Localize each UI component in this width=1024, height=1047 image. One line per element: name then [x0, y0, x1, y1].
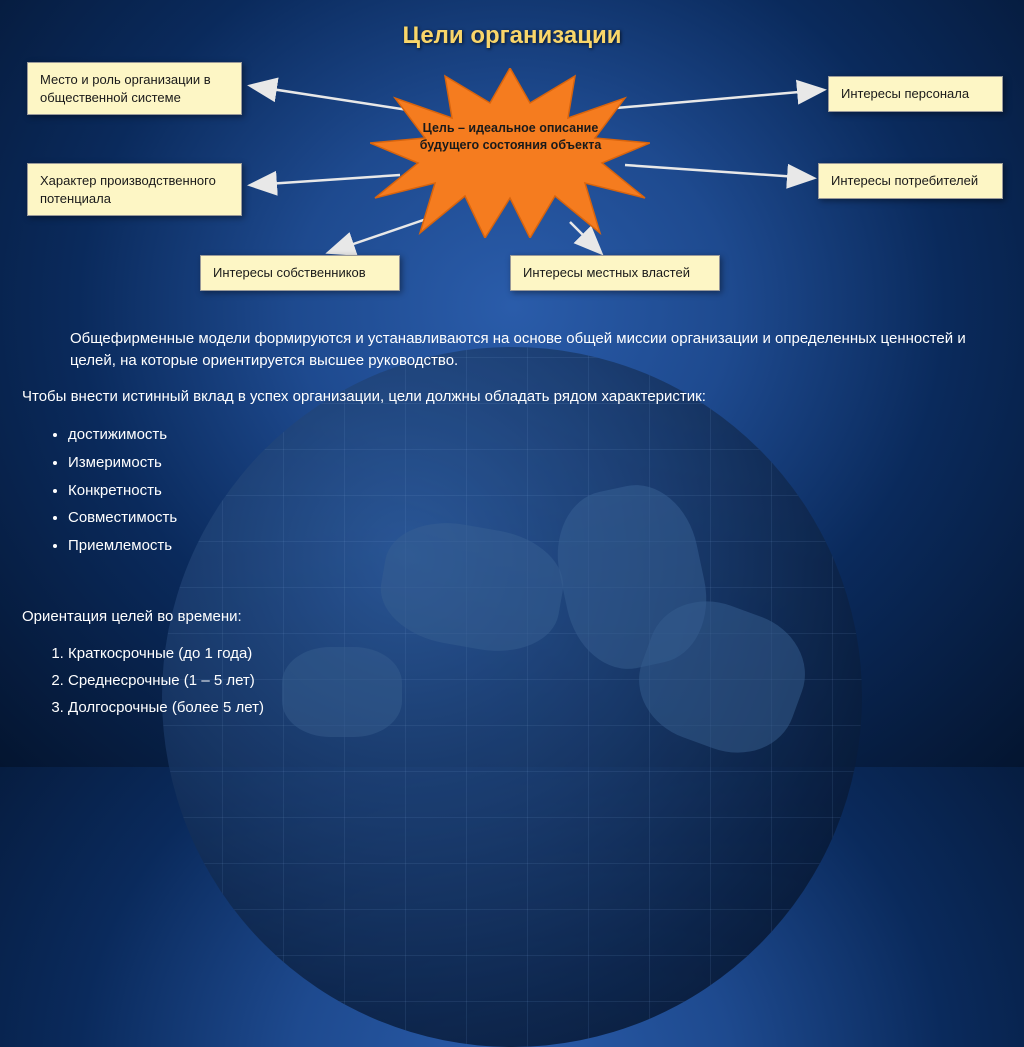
numbered-item: Краткосрочные (до 1 года)	[68, 643, 1002, 665]
diagram-box-b4: Интересы местных властей	[510, 255, 720, 291]
bullet-item: Измеримость	[68, 452, 1002, 474]
numbered-item: Долгосрочные (более 5 лет)	[68, 697, 1002, 719]
slide-title: Цели организации	[0, 22, 1024, 50]
numbered-item: Среднесрочные (1 – 5 лет)	[68, 670, 1002, 692]
time-orientation-list: Краткосрочные (до 1 года) Среднесрочные (…	[22, 638, 1002, 723]
bullet-item: Совместимость	[68, 507, 1002, 529]
diagram-box-b2: Характер производственного потенциала	[27, 163, 242, 216]
diagram-box-b3: Интересы собственников	[200, 255, 400, 291]
bullet-item: Конкретность	[68, 480, 1002, 502]
paragraph-2: Чтобы внести истинный вклад в успех орга…	[22, 386, 1002, 408]
bullet-item: достижимость	[68, 424, 1002, 446]
diagram-box-b6: Интересы потребителей	[818, 163, 1003, 199]
paragraph-1: Общефирменные модели формируются и устан…	[22, 328, 1002, 372]
center-star-label: Цель – идеальное описание будущего состо…	[408, 120, 613, 154]
diagram-box-b1: Место и роль организации в общественной …	[27, 62, 242, 115]
paragraph-3: Ориентация целей во времени:	[22, 606, 1002, 628]
bullet-item: Приемлемость	[68, 535, 1002, 557]
characteristics-list: достижимость Измеримость Конкретность Совме…	[22, 418, 1002, 563]
diagram-box-b5: Интересы персонала	[828, 76, 1003, 112]
center-star: Цель – идеальное описание будущего состо…	[370, 68, 650, 238]
